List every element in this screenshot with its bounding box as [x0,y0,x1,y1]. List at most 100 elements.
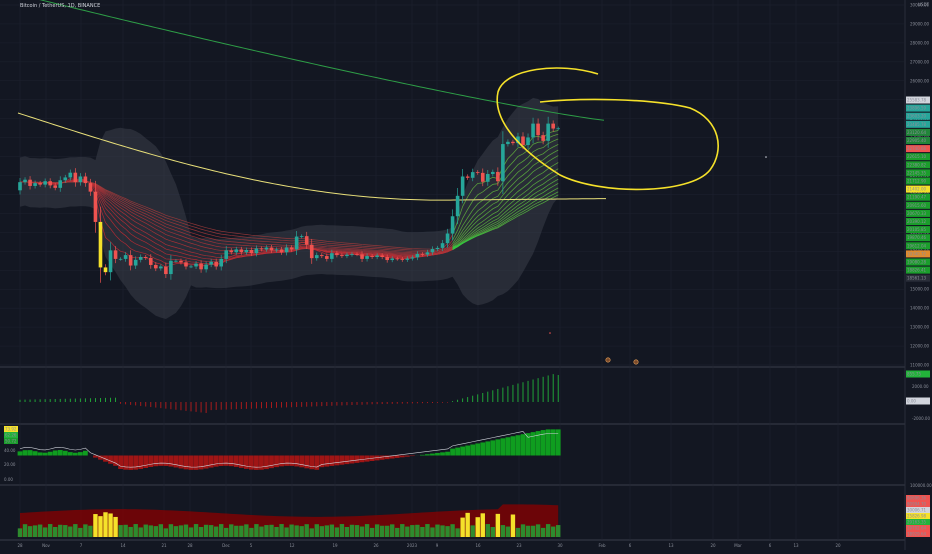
volume-bar [33,525,37,537]
candle-body [240,249,244,252]
volume-tag-text: 29163.35 [907,520,927,525]
volume-bar [214,527,218,537]
candle-body [416,254,420,257]
rsi-bar [309,456,314,470]
volume-tag-text: 25826.98 [907,514,927,519]
rsi-bar [58,450,63,455]
candle-body [411,257,415,258]
rsi-bar [521,434,526,455]
rsi-bar [194,456,199,470]
rsi-bar [23,450,28,455]
rsi-bar [128,456,133,470]
volume-bar [289,525,293,537]
volume-bar [274,527,278,537]
rsi-bar [435,453,440,456]
rsi-bar [400,456,405,458]
rsi-bar [143,456,148,469]
rsi-bar [199,456,204,470]
price-tag-text: 20105.85 [907,227,927,232]
volume-bar [320,526,324,537]
candle-body [119,259,123,260]
volume-bar [380,526,384,537]
candle-body [400,259,404,260]
rsi-bar [470,445,475,456]
candle-body [255,248,259,253]
rsi-bar [465,446,470,456]
candle-body [370,256,374,257]
volume-bar [556,525,560,537]
rsi-bar [179,456,184,469]
dot-marker-red [549,332,551,334]
time-tick-label: 13 [668,543,674,548]
volume-bar [189,527,193,537]
price-tag-text: 20670.33 [907,211,927,216]
rsi-bar [83,451,88,456]
price-tag-text: 22740.66 [907,146,927,151]
time-tick-label: 28 [187,543,193,548]
volume-bar [144,525,148,537]
price-tag-text: 21190.47 [907,195,927,200]
volume-bar [264,525,268,537]
rsi-bar [239,456,244,468]
rsi-bar [289,456,294,466]
event-marker-icon [634,360,638,364]
rsi-bar [138,456,143,469]
macd-pane [20,374,558,413]
volume-bar [194,524,198,537]
volume-bar [224,528,228,537]
volume-bar [269,525,273,537]
rsi-bar [360,456,365,463]
candle-body [204,265,208,270]
price-tick-label: 14000.00 [910,306,930,311]
volume-bar [335,527,339,537]
candle-body [109,250,113,272]
time-tick-label: 6 [769,543,772,548]
rsi-bar [279,456,284,467]
rsi-bar [480,442,485,455]
price-tag-text: 22145.35 [907,170,927,175]
volume-bar [118,525,122,537]
candle-body [340,255,344,256]
price-tick-label: 29000.00 [910,21,930,26]
candle-body [144,257,148,258]
candle-body [224,250,228,259]
volume-pane [18,504,561,537]
volume-bar [133,524,137,537]
price-tick-label: 11000.00 [910,363,930,368]
rsi-bar [158,456,163,466]
candle-body [23,180,27,182]
candle-body [199,264,203,270]
candle-body [229,250,233,252]
candle-body [99,222,103,267]
volume-bar [551,527,555,537]
volume-bar [23,524,27,537]
candle-body [491,172,495,174]
candle-body [245,250,249,252]
volume-bar [395,528,399,537]
rsi-bar [18,451,23,455]
candle-body [74,173,78,182]
candle-body [350,254,354,255]
volume-bar [128,527,132,537]
candle-body [84,176,88,183]
rsi-bar [410,456,415,457]
rsi-bar [516,435,521,455]
rsi-bar [38,452,43,455]
rsi-band [0,428,905,445]
rsi-bar [314,456,319,470]
volume-bar [400,524,404,537]
candle-body [300,236,304,237]
rsi-bar [68,452,73,455]
candle-body [501,144,505,181]
volume-bar [184,525,188,537]
volume-bar [58,525,62,537]
symbol-title: Bitcoin / TetherUS, 1D, BINANCE [20,3,100,9]
volume-bar [244,524,248,537]
candle-body [406,259,410,260]
time-tick-label: 21 [161,543,167,548]
candle-body [395,259,399,260]
volume-bar [345,527,349,537]
volume-bar [38,525,42,537]
volume-bar [315,524,319,537]
